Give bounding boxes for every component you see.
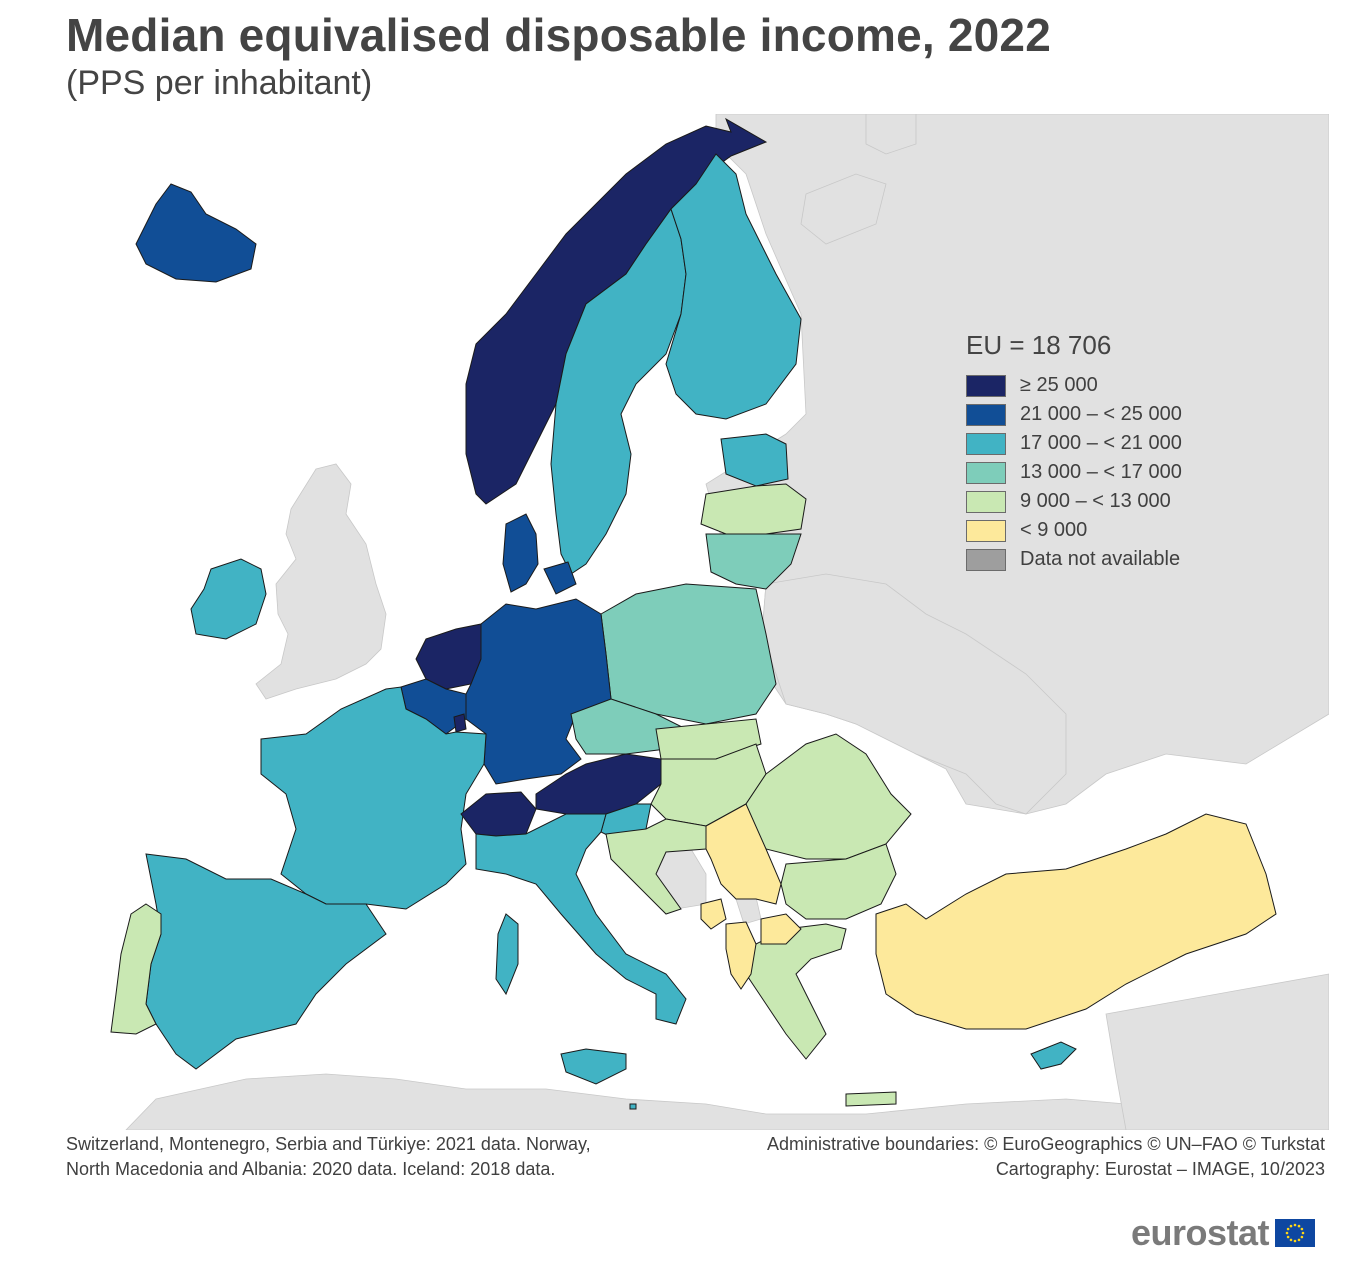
legend-label: 21 000 – < 25 000 — [1020, 403, 1182, 425]
legend-label: ≥ 25 000 — [1020, 374, 1098, 396]
map-canvas — [110, 114, 1329, 1130]
portugal — [110, 903, 162, 1035]
greece — [745, 923, 897, 1107]
legend-item: Data not available — [966, 545, 1182, 574]
eu-flag-stars — [1285, 1223, 1305, 1243]
luxembourg — [453, 713, 467, 733]
legend-label: 17 000 – < 21 000 — [1020, 432, 1182, 454]
logo-text: eurostat — [1130, 1212, 1270, 1253]
legend-label: Data not available — [1020, 548, 1181, 570]
countries-layer — [110, 117, 1277, 1110]
switzerland — [460, 791, 537, 837]
italy — [475, 813, 687, 1085]
source-note: Administrative boundaries: © EuroGeograp… — [767, 1132, 1325, 1182]
turkiye — [875, 813, 1277, 1030]
legend-swatch — [966, 461, 1006, 484]
finland — [665, 153, 802, 420]
legend-label: < 9 000 — [1020, 519, 1088, 541]
data-note: Switzerland, Montenegro, Serbia and Türk… — [66, 1132, 666, 1182]
legend-swatch — [966, 374, 1006, 397]
bulgaria — [780, 843, 897, 920]
legend-label: 9 000 – < 13 000 — [1020, 490, 1171, 512]
legend-title: EU = 18 706 — [966, 330, 1112, 360]
legend-swatch — [966, 519, 1006, 542]
legend-item: 21 000 – < 25 000 — [966, 400, 1182, 429]
lithuania — [705, 533, 802, 590]
legend-swatch — [966, 548, 1006, 571]
montenegro — [700, 898, 727, 930]
data-note-line: Switzerland, Montenegro, Serbia and Türk… — [66, 1134, 591, 1154]
cyprus — [1030, 1041, 1077, 1070]
kola-coast — [800, 173, 887, 245]
source-note-line: Cartography: Eurostat – IMAGE, 10/2023 — [995, 1159, 1325, 1179]
map-subtitle: (PPS per inhabitant) — [66, 64, 373, 102]
legend-item: ≥ 25 000 — [966, 371, 1182, 400]
legend-item: < 9 000 — [966, 516, 1182, 545]
legend-swatch — [966, 432, 1006, 455]
svalbard-fragment — [865, 114, 917, 155]
eurostat-logo: eurostat — [1131, 1212, 1315, 1254]
latvia — [700, 483, 807, 535]
choropleth-map — [66, 114, 1329, 1130]
estonia — [720, 433, 789, 487]
legend-item: 17 000 – < 21 000 — [966, 429, 1182, 458]
denmark — [502, 513, 577, 595]
iceland — [135, 183, 257, 283]
ireland — [190, 558, 267, 640]
legend-label: 13 000 – < 17 000 — [1020, 461, 1182, 483]
sweden — [550, 207, 687, 575]
germany — [465, 598, 612, 785]
middle-east — [1105, 973, 1329, 1130]
map-legend: EU = 18 706 ≥ 25 000 21 000 – < 25 000 1… — [966, 330, 1182, 574]
legend-item: 9 000 – < 13 000 — [966, 487, 1182, 516]
legend-item: 13 000 – < 17 000 — [966, 458, 1182, 487]
legend-swatch — [966, 490, 1006, 513]
eu-flag-icon — [1275, 1219, 1315, 1247]
belarus-ukraine-land — [761, 573, 1067, 815]
legend-swatch — [966, 403, 1006, 426]
croatia — [605, 818, 707, 915]
poland — [600, 583, 777, 725]
north-africa — [125, 1073, 1127, 1130]
serbia — [705, 803, 782, 905]
albania — [725, 921, 757, 990]
malta — [629, 1103, 637, 1110]
map-title: Median equivalised disposable income, 20… — [66, 9, 1051, 61]
great-britain — [255, 463, 387, 700]
data-note-line: North Macedonia and Albania: 2020 data. … — [66, 1159, 556, 1179]
kosovo — [735, 896, 762, 925]
north-macedonia — [760, 913, 802, 945]
non-covered-land — [125, 114, 1329, 1130]
source-note-line: Administrative boundaries: © EuroGeograp… — [766, 1134, 1325, 1154]
romania — [745, 733, 912, 860]
